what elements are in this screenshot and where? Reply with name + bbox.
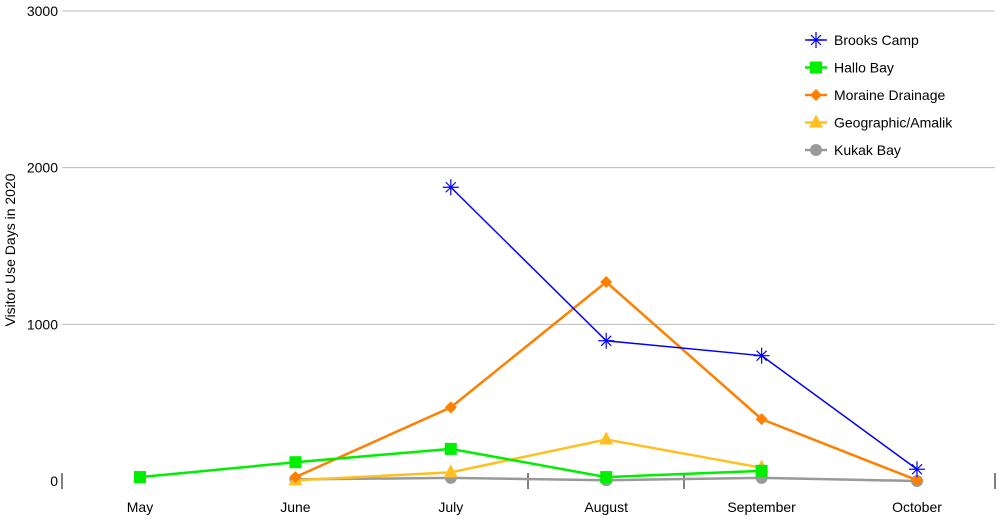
marker-diamond xyxy=(755,413,768,426)
x-tick-label: August xyxy=(584,499,628,515)
marker-asterisk xyxy=(442,179,459,196)
marker-stroke xyxy=(911,463,923,475)
series-brooks-camp xyxy=(442,179,925,478)
marker-square xyxy=(134,471,146,484)
marker-asterisk xyxy=(753,347,770,364)
marker-stroke xyxy=(810,34,822,46)
marker-triangle xyxy=(599,431,614,445)
series-line xyxy=(294,280,918,482)
x-tick-label: September xyxy=(727,499,796,515)
marker-diamond xyxy=(444,401,457,414)
marker-diamond xyxy=(810,89,822,101)
marker-diamond xyxy=(600,276,613,289)
marker-square xyxy=(600,471,613,484)
marker-square xyxy=(289,456,302,469)
marker-triangle xyxy=(809,114,823,128)
series-line xyxy=(295,438,762,482)
y-tick-label: 3000 xyxy=(27,3,58,19)
marker-stroke xyxy=(756,350,768,362)
marker-diamond xyxy=(289,471,302,484)
series-hallo-bay xyxy=(134,442,768,484)
marker-asterisk xyxy=(909,461,925,478)
legend-label: Moraine Drainage xyxy=(834,87,945,103)
series-moraine-drainage xyxy=(289,276,923,487)
marker-asterisk xyxy=(598,332,615,349)
y-axis-label: Visitor Use Days in 2020 xyxy=(2,173,18,326)
legend-label: Brooks Camp xyxy=(834,32,919,48)
legend: Brooks Camp Hallo Bay Moraine Drainage Geog… xyxy=(805,32,953,158)
marker-diamond xyxy=(911,474,923,487)
legend-label: Hallo Bay xyxy=(834,60,894,76)
y-tick-label: 2000 xyxy=(27,160,58,176)
x-tick-label: October xyxy=(892,499,942,515)
x-tick-label: May xyxy=(127,499,153,515)
marker-square xyxy=(810,61,822,74)
marker-triangle xyxy=(443,464,458,478)
legend-label: Kukak Bay xyxy=(834,142,901,158)
y-tick-label: 1000 xyxy=(27,316,58,332)
x-tick-label: June xyxy=(280,499,311,515)
marker-circle xyxy=(810,144,822,156)
marker-asterisk xyxy=(808,32,824,48)
legend-label: Geographic/Amalik xyxy=(834,115,953,131)
marker-stroke xyxy=(445,181,457,193)
marker-square xyxy=(444,442,457,455)
marker-stroke xyxy=(600,335,612,347)
x-tick-label: July xyxy=(438,499,463,515)
y-tick-label: 0 xyxy=(50,473,58,489)
series-line xyxy=(450,186,918,470)
marker-square xyxy=(755,464,768,477)
